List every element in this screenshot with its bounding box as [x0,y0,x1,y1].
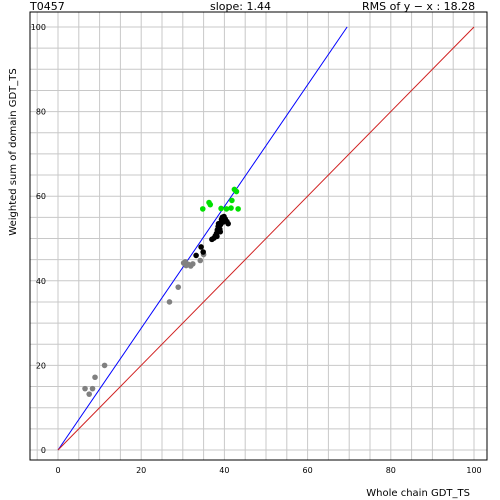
data-point [229,197,235,204]
data-point [197,257,204,264]
x-tick-label: 20 [136,466,146,475]
reference-lines [57,26,475,451]
data-point [233,188,240,195]
data-point [82,385,88,392]
rms-label: RMS of y − x : 18.28 [362,0,476,13]
x-tick-label: 100 [466,466,481,475]
data-point [207,201,214,208]
fit-line [57,26,348,451]
x-tick-label: 80 [386,466,396,475]
data-point [92,374,98,381]
y-tick-label: 100 [31,23,46,32]
data-point [235,206,241,212]
data-point [223,206,230,212]
data-points [82,186,241,397]
diagonal-line [57,26,475,451]
data-point [225,220,231,227]
grid [30,12,487,460]
data-point [101,362,108,369]
data-point [217,228,224,235]
data-point [199,206,206,212]
x-tick-label: 0 [55,466,60,475]
data-point [175,284,182,290]
data-point [89,385,96,392]
slope-label: slope: 1.44 [210,0,271,13]
y-axis-label: Weighted sum of domain GDT_TS [8,68,19,235]
data-point [214,233,220,240]
data-point [218,205,224,212]
tick-labels: 0 20 40 60 80 100 0 20 40 60 80 100 [31,23,482,475]
y-tick-label: 40 [36,277,46,286]
x-axis-label: Whole chain GDT_TS [366,488,470,499]
data-point [228,205,234,211]
data-point [200,249,206,255]
x-tick-label: 40 [219,466,229,475]
y-tick-label: 0 [41,446,46,455]
data-point [166,299,173,305]
data-point [193,252,199,259]
x-tick-label: 60 [303,466,313,475]
data-point [182,258,189,265]
y-tick-label: 20 [36,361,46,370]
data-point [198,244,204,250]
data-point [189,261,196,267]
plot-frame [29,11,488,461]
y-tick-label: 60 [36,192,46,201]
target-id-label: T0457 [30,0,65,13]
y-tick-label: 80 [36,108,46,117]
data-point [86,391,92,397]
